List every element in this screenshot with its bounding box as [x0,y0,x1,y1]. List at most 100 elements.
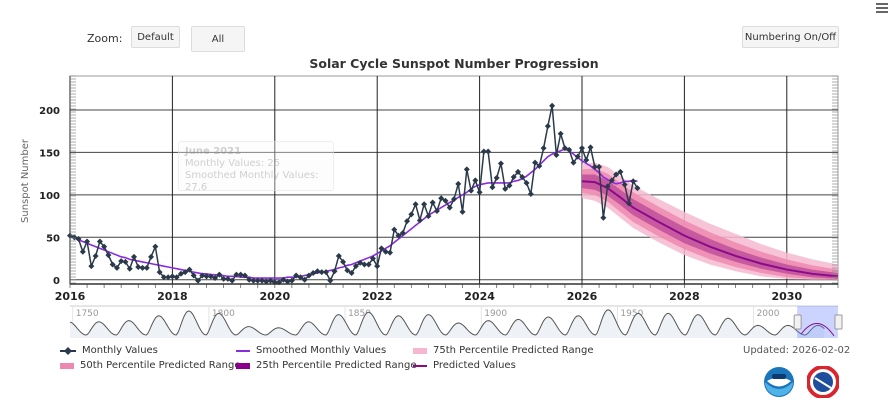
monthly-point [387,249,393,256]
monthly-point [408,211,415,218]
navigator-tick-label: 1900 [484,309,507,319]
monthly-point [118,258,125,265]
legend-label: 25th Percentile Predicted Range [256,360,417,371]
monthly-point [165,274,172,281]
monthly-point [442,197,449,204]
navigator-handle-right[interactable] [834,314,843,330]
x-tick-label: 2020 [259,290,290,303]
monthly-point [284,278,291,285]
nws-logo-icon[interactable] [807,366,839,398]
monthly-point [327,277,334,284]
monthly-point [489,184,496,191]
tooltip: June 2021 Monthly Values: 25 Smoothed Mo… [178,141,334,193]
legend-label: 75th Percentile Predicted Range [433,345,594,356]
monthly-point [297,274,304,281]
monthly-point [604,183,611,190]
noaa-logo-icon[interactable] [763,366,795,398]
monthly-point [250,277,257,284]
predicted-swatch-icon [413,364,427,367]
navigator-handle-left[interactable] [793,314,802,330]
monthly-point [122,258,129,265]
monthly-point [195,277,201,284]
monthly-point [79,248,86,255]
monthly-point [131,253,137,260]
monthly-point [169,273,176,280]
monthly-point [75,236,82,243]
monthly-point [468,187,475,194]
monthly-point [113,264,120,271]
monthly-point [472,177,479,184]
monthly-point [348,269,355,276]
monthly-point [553,151,560,158]
monthly-point [625,200,632,207]
monthly-point [331,268,338,275]
legend-label: 50th Percentile Predicted Range [80,360,241,371]
monthly-point [480,148,487,155]
monthly-point [190,272,197,279]
monthly-point [404,218,411,225]
legend-item-p50[interactable]: 50th Percentile Predicted Range [60,360,241,371]
x-tick-label: 2022 [362,290,393,303]
monthly-point [361,261,368,268]
y-tick-label: 100 [39,191,60,202]
monthly-point [421,201,428,208]
monthly-point [451,196,457,203]
monthly-point [352,263,359,270]
monthly-point [591,163,598,170]
legend-label: Smoothed Monthly Values [256,345,387,356]
monthly-point [378,245,385,252]
hamburger-menu-icon[interactable] [876,3,888,15]
monthly-point [88,263,95,270]
monthly-point [229,277,236,284]
legend-item-p75[interactable]: 75th Percentile Predicted Range [413,345,594,356]
zoom-all-button[interactable]: All [191,26,245,52]
legend-item-smoothed[interactable]: Smoothed Monthly Values [236,345,386,356]
legend-item-p25[interactable]: 25th Percentile Predicted Range [236,360,417,371]
monthly-point [173,274,180,281]
legend-label: Predicted Values [433,360,516,371]
monthly-point [497,160,504,167]
monthly-point [212,275,219,282]
zoom-default-button[interactable]: Default [131,26,180,48]
navigator-tick-label: 1750 [76,309,99,319]
monthly-point [429,199,436,206]
navigator-tick-label: 1800 [212,309,235,319]
monthly-point [570,159,577,166]
monthly-point [186,266,193,273]
p25-swatch-icon [236,362,250,369]
navigator-tick-label: 1850 [348,309,371,319]
monthly-point [254,277,261,284]
axes: 0 50 100 150 200 2016 2018 2020 2022 2024 2026 2028… [39,75,839,303]
x-tick-label: 2030 [771,290,802,303]
monthly-point [617,168,624,175]
monthly-point [476,189,483,196]
navigator[interactable]: 1750 1800 1850 1900 1950 2000 [69,305,843,338]
monthly-point [600,214,607,221]
monthly-point [544,123,551,130]
monthly-point [203,273,210,280]
monthly-point [109,261,116,268]
monthly-point [126,265,133,272]
monthly-point [374,263,381,270]
legend-label: Monthly Values [82,345,158,356]
zoom-label: Zoom: [87,32,123,45]
legend-item-monthly[interactable]: Monthly Values [60,345,158,356]
monthly-point [634,185,641,192]
p50-swatch-icon [60,362,74,369]
monthly-point [527,191,534,198]
monthly-point [156,269,163,276]
y-axis-label: Sunspot Number [20,138,31,223]
numbering-toggle-button[interactable]: Numbering On/Off [742,26,839,48]
monthly-point [579,145,585,152]
navigator-tick-label: 2000 [757,309,780,319]
y-tick-label: 0 [53,276,60,287]
monthly-point [233,271,240,278]
legend-item-predicted[interactable]: Predicted Values [413,360,516,371]
monthly-point [301,276,308,283]
navigator-fill [70,309,825,338]
monthly-point [96,238,103,245]
monthly-point [574,153,581,160]
tooltip-monthly: Monthly Values: 25 [185,158,281,169]
monthly-point [246,276,253,283]
